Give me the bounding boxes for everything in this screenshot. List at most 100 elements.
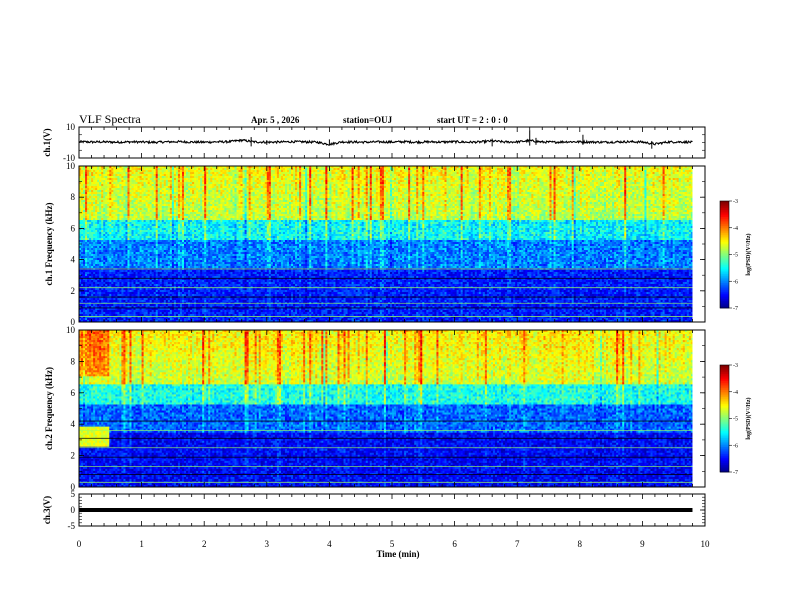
spectrogram-cell (85, 288, 87, 290)
spectrogram-cell (152, 246, 154, 248)
spectrogram-cell (113, 288, 115, 290)
spectrogram-cell (162, 262, 164, 264)
spectrogram-cell (146, 170, 148, 172)
spectrogram-cell (152, 212, 154, 214)
spectrogram-cell (144, 216, 146, 218)
spectrogram-cell (152, 248, 154, 250)
spectrogram-cell (162, 282, 164, 284)
spectrogram-cell (129, 298, 131, 300)
spectrogram-cell (138, 318, 140, 320)
spectrogram-cell (115, 192, 117, 194)
spectrogram-cell (152, 208, 154, 210)
spectrogram-cell (140, 192, 142, 194)
spectrogram-cell (148, 192, 150, 194)
spectrogram-cell (150, 168, 152, 170)
spectrogram-cell (99, 228, 101, 230)
spectrogram-cell (146, 210, 148, 212)
spectrogram-cell (142, 214, 144, 216)
spectrogram-cell (154, 254, 156, 256)
figure-title: VLF Spectra (79, 112, 141, 126)
spectrogram-cell (154, 214, 156, 216)
spectrogram-cell (162, 168, 164, 170)
spectrogram-cell (95, 244, 97, 246)
spectrogram-cell (129, 228, 131, 230)
spectrogram-cell (89, 226, 91, 228)
spectrogram-cell (123, 270, 125, 272)
spectrogram-cell (123, 262, 125, 264)
spectrogram-cell (134, 254, 136, 256)
spectrogram-cell (152, 232, 154, 234)
spectrogram-cell (127, 184, 129, 186)
spectrogram-cell (107, 218, 109, 220)
spectrogram-cell (160, 312, 162, 314)
spectrogram-cell (115, 298, 117, 300)
spectrogram-cell (160, 258, 162, 260)
spectrogram-cell (142, 208, 144, 210)
spectrogram-cell (97, 202, 99, 204)
spectrogram-cell (144, 210, 146, 212)
spectrogram-cell (158, 174, 160, 176)
spectrogram-cell (111, 224, 113, 226)
spectrogram-cell (81, 250, 83, 252)
spectrogram-cell (138, 194, 140, 196)
spectrogram-cell (146, 176, 148, 178)
spectrogram-cell (152, 290, 154, 292)
spectrogram-cell (85, 192, 87, 194)
spectrogram-cell (91, 274, 93, 276)
spectrogram-cell (113, 206, 115, 208)
spectrogram-cell (109, 234, 111, 236)
spectrogram-cell (83, 238, 85, 240)
spectrogram-cell (132, 260, 134, 262)
spectrogram-cell (101, 252, 103, 254)
spectrogram-cell (119, 242, 121, 244)
spectrogram-cell (160, 300, 162, 302)
spectrogram-cell (99, 180, 101, 182)
spectrogram-cell (97, 204, 99, 206)
spectrogram-cell (97, 186, 99, 188)
spectrogram-cell (148, 198, 150, 200)
spectrogram-cell (105, 254, 107, 256)
spectrogram-cell (107, 224, 109, 226)
spectrogram-cell (123, 200, 125, 202)
spectrogram-cell (103, 240, 105, 242)
spectrogram-cell (152, 284, 154, 286)
spectrogram-cell (123, 196, 125, 198)
spectrogram-cell (132, 304, 134, 306)
spectrogram-cell (138, 190, 140, 192)
spectrogram-cell (132, 214, 134, 216)
spectrogram-cell (101, 240, 103, 242)
spectrogram-cell (85, 216, 87, 218)
spectrogram-cell (85, 314, 87, 316)
spectrogram-cell (101, 178, 103, 180)
spectrogram-cell (123, 204, 125, 206)
spectrogram-cell (158, 256, 160, 258)
spectrogram-cell (113, 290, 115, 292)
spectrogram-cell (160, 272, 162, 274)
spectrogram-cell (144, 262, 146, 264)
spectrogram-cell (85, 182, 87, 184)
spectrogram-cell (136, 294, 138, 296)
spectrogram-cell (160, 226, 162, 228)
spectrogram-cell (105, 216, 107, 218)
spectrogram-cell (113, 228, 115, 230)
spectrogram-cell (140, 252, 142, 254)
spectrogram-cell (132, 252, 134, 254)
spectrogram-cell (132, 226, 134, 228)
spectrogram-cell (101, 272, 103, 274)
spectrogram-cell (119, 244, 121, 246)
spectrogram-cell (85, 304, 87, 306)
spectrogram-cell (81, 262, 83, 264)
spectrogram-cell (127, 314, 129, 316)
spectrogram-cell (89, 190, 91, 192)
spectrogram-cell (150, 258, 152, 260)
spectrogram-cell (160, 206, 162, 208)
spectrogram-cell (148, 254, 150, 256)
spectrogram-cell (103, 202, 105, 204)
spectrogram-cell (113, 250, 115, 252)
spectrogram-cell (127, 280, 129, 282)
spectrogram-cell (85, 206, 87, 208)
spectrogram-cell (154, 262, 156, 264)
spectrogram-cell (129, 216, 131, 218)
spectrogram-cell (148, 250, 150, 252)
spectrogram-cell (105, 210, 107, 212)
